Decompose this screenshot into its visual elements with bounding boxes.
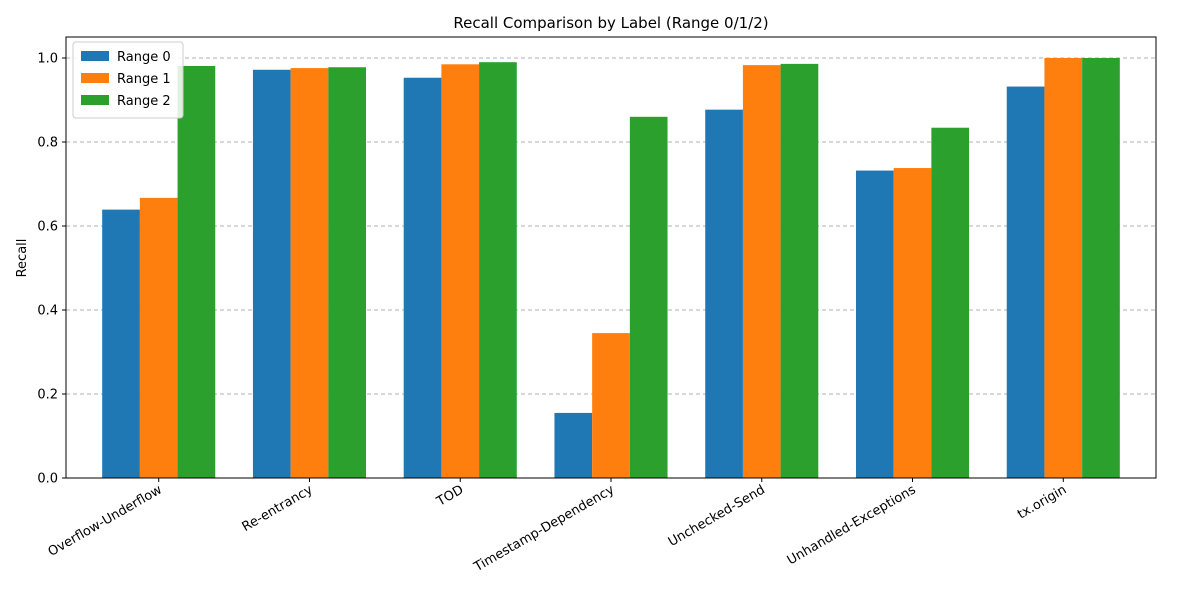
bar-range-2-2 <box>479 62 517 478</box>
bar-range-1-4 <box>742 65 781 478</box>
legend-label: Range 2 <box>117 94 171 109</box>
bar-range-1-1 <box>290 68 329 478</box>
y-tick-label: 0.0 <box>37 472 58 487</box>
bar-range-1-0 <box>139 197 178 479</box>
bar-range-2-0 <box>177 65 216 478</box>
bar-range-1-6 <box>1044 58 1083 478</box>
bar-range-2-5 <box>931 127 970 478</box>
bar-range-0-3 <box>554 412 593 478</box>
y-tick-label: 0.8 <box>37 136 58 151</box>
y-tick-label: 1.0 <box>37 52 58 67</box>
bar-range-1-3 <box>592 333 630 478</box>
bar-range-2-3 <box>629 116 668 479</box>
bar-range-0-1 <box>252 69 291 478</box>
bar-range-2-1 <box>328 67 367 479</box>
legend-label: Range 0 <box>117 50 171 65</box>
bar-range-0-5 <box>855 170 894 478</box>
legend-swatch <box>81 73 109 83</box>
y-axis: 0.0 0.2 0.4 0.6 0.8 1.0 <box>37 52 66 487</box>
legend-swatch <box>81 51 109 61</box>
bars <box>102 58 1120 479</box>
y-tick-label: 0.6 <box>37 220 58 235</box>
bar-range-0-4 <box>705 109 743 478</box>
legend: Range 0 Range 1 Range 2 <box>72 41 184 119</box>
bar-range-2-4 <box>780 63 819 478</box>
legend-label: Range 1 <box>117 72 171 87</box>
chart-title: Recall Comparison by Label (Range 0/1/2) <box>453 14 768 32</box>
legend-swatch <box>81 95 109 105</box>
bar-range-0-0 <box>102 209 140 478</box>
y-axis-label: Recall <box>15 239 30 278</box>
bar-range-2-6 <box>1082 58 1120 478</box>
bar-range-0-6 <box>1006 86 1045 478</box>
bar-range-1-2 <box>441 64 480 479</box>
bar-range-1-5 <box>893 168 932 479</box>
y-tick-label: 0.4 <box>37 304 58 319</box>
bar-range-0-2 <box>403 77 442 479</box>
y-tick-label: 0.2 <box>37 388 58 403</box>
